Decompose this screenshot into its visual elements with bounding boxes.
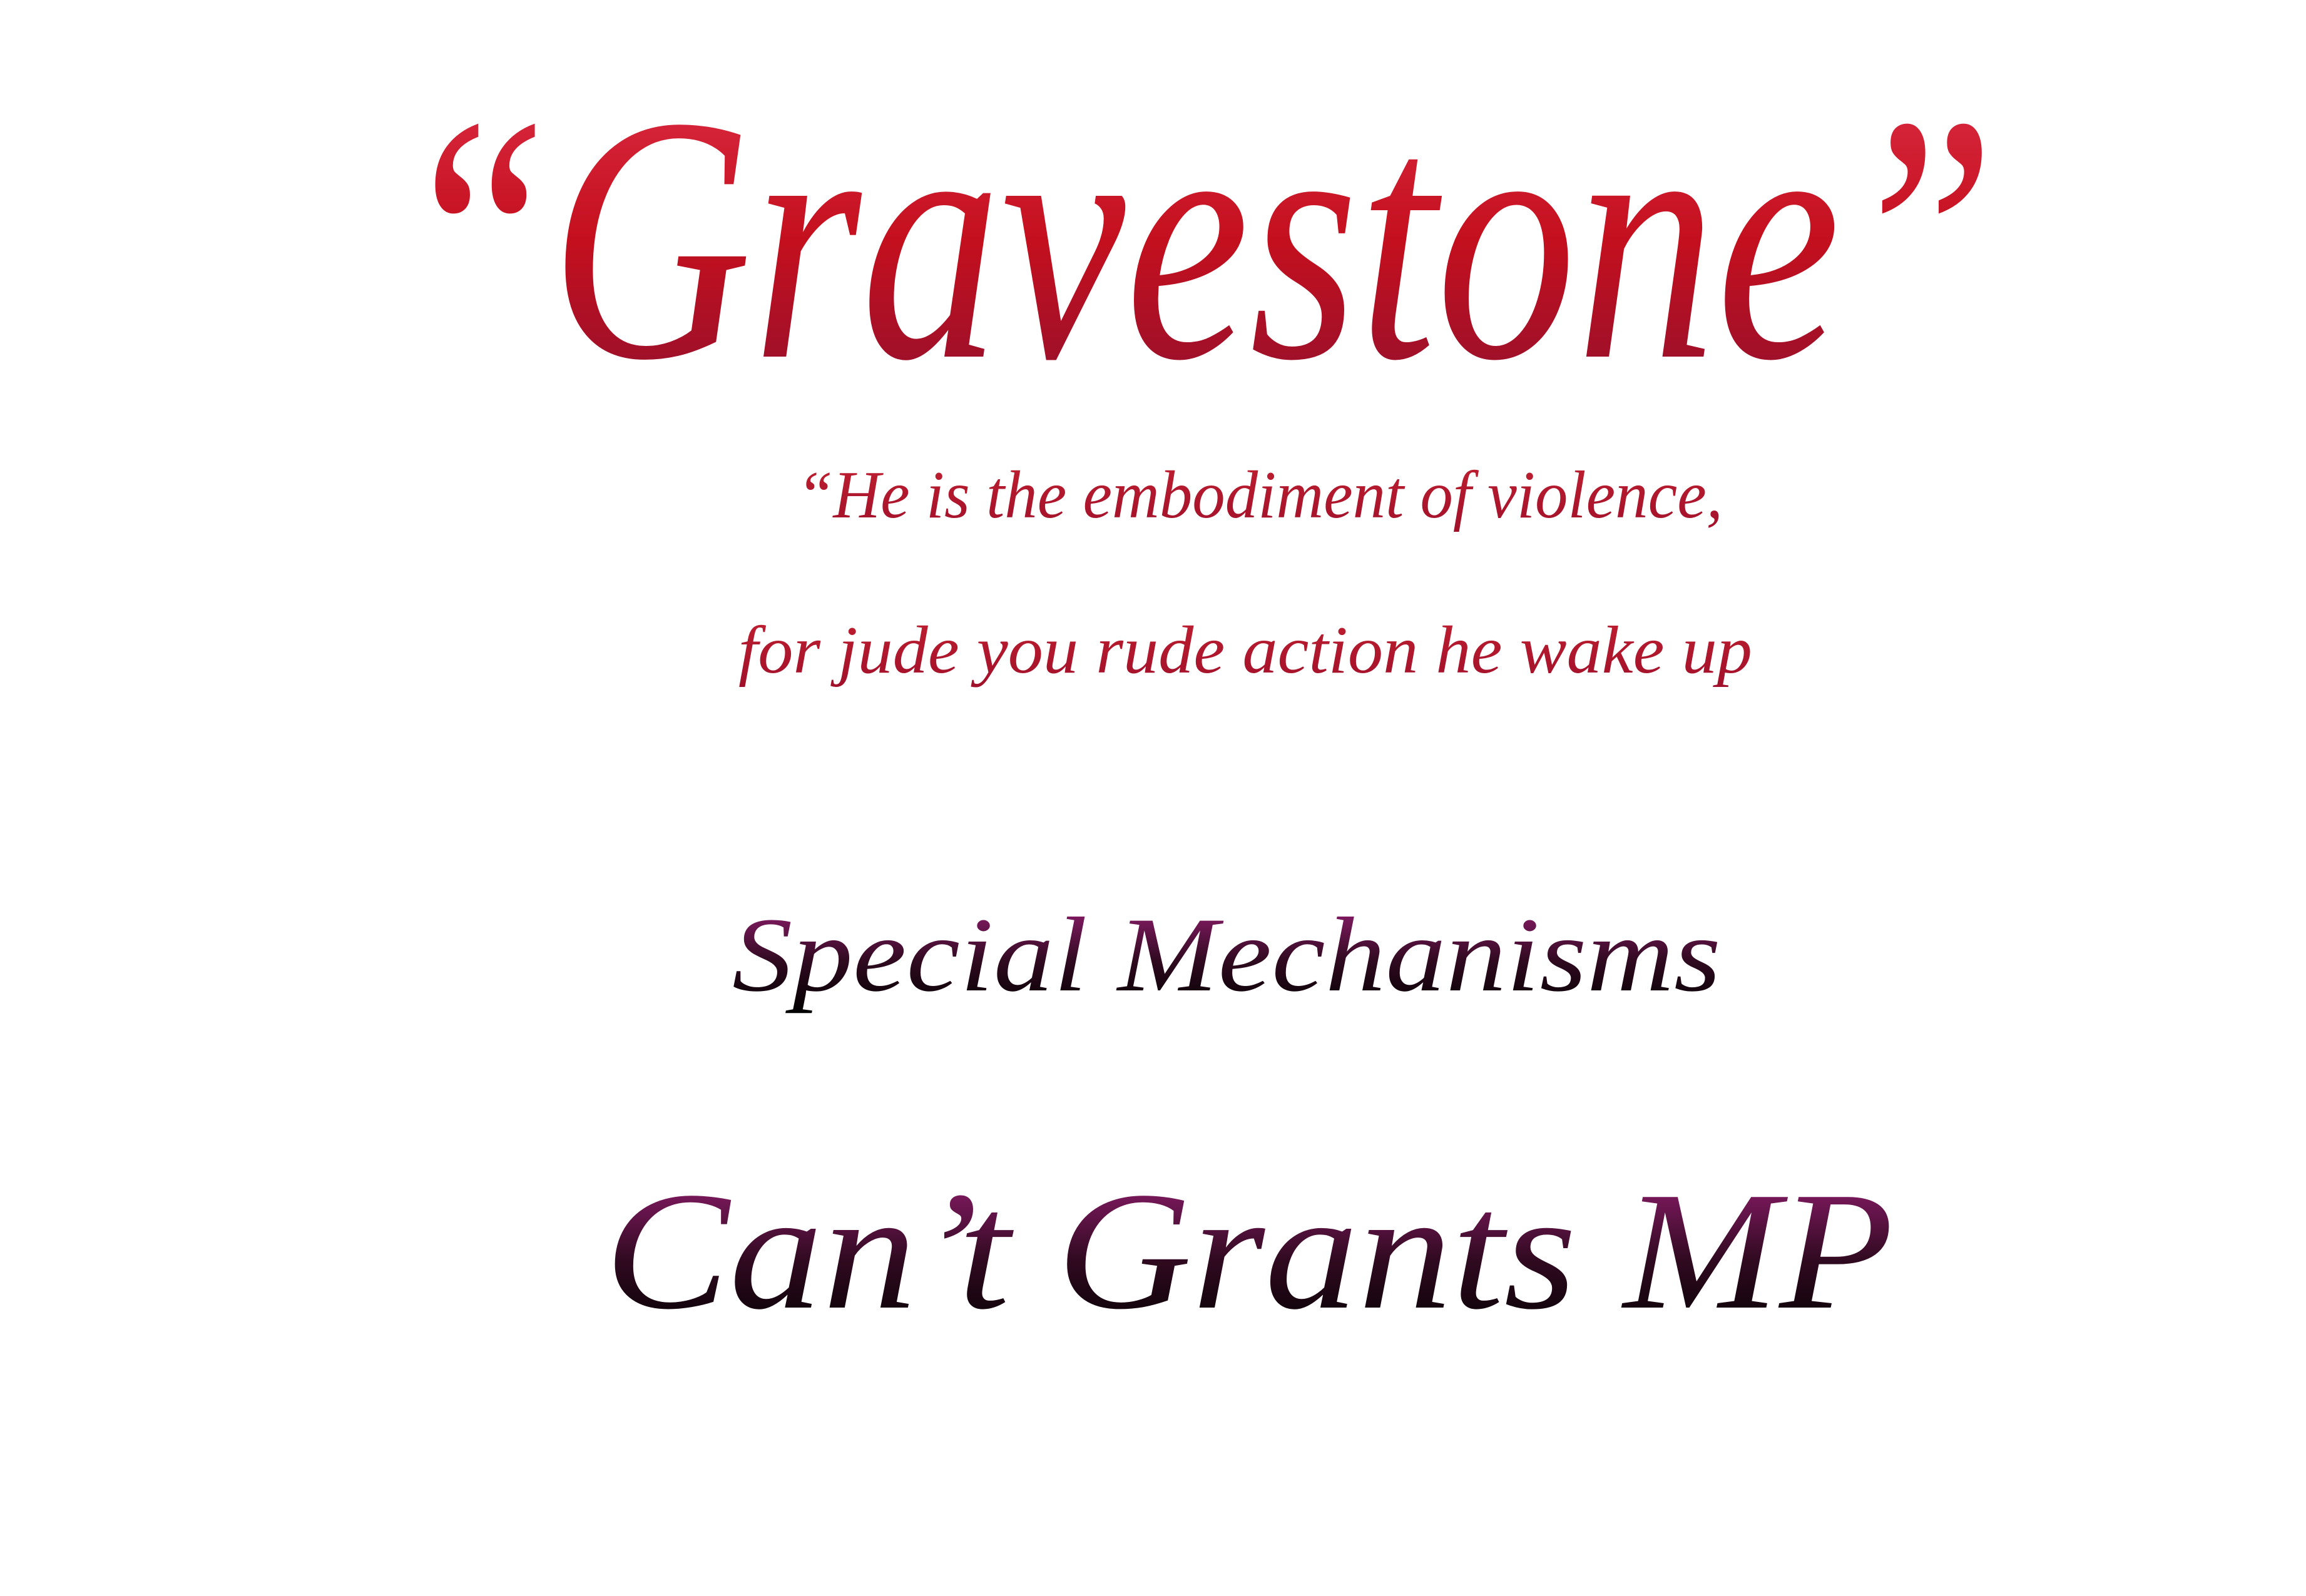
title: “Gravestone” bbox=[394, 45, 1996, 433]
quote-line: “He is the embodiment of violence, bbox=[797, 458, 1723, 532]
mechanism: Can’t Grants MP bbox=[605, 1157, 1894, 1344]
section-title: Special Mechanisms bbox=[732, 896, 1721, 1014]
quote-line: for jude you rude action he wake up bbox=[738, 613, 1752, 688]
